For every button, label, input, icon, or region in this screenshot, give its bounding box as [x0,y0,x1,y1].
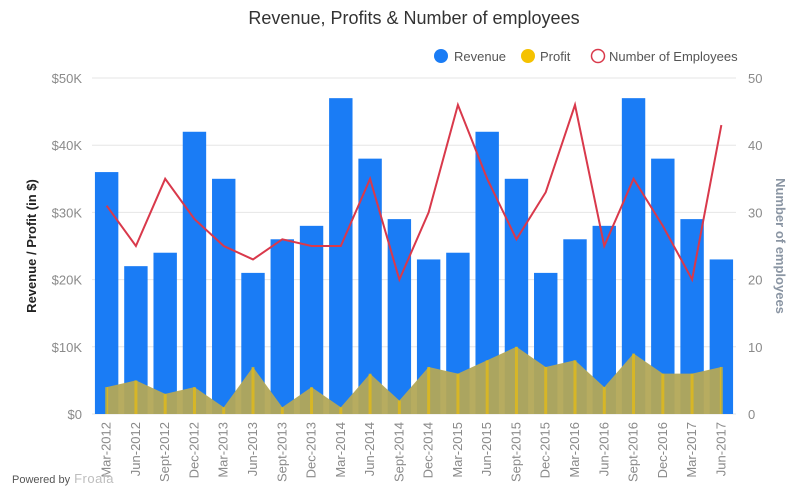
revenue-bar [270,239,294,414]
y-left-tick-label: $50K [52,71,83,86]
revenue-bar [592,225,616,414]
y-right-tick-label: 30 [748,205,762,220]
right-axis-ticks: 0 10 20 30 40 50 [748,71,762,422]
x-tick-label: Sept-2016 [626,422,641,482]
y-left-tick-label: $10K [52,340,83,355]
y-right-tick-label: 50 [748,71,762,86]
x-tick-label: Mar-2015 [450,422,465,478]
revenue-bar [153,252,177,414]
employees-line [105,101,723,283]
y-left-tick-label: $20K [52,273,83,288]
revenue-bar [329,98,353,414]
froala-logo[interactable]: Froala [74,471,114,486]
y-left-tick-label: $40K [52,138,83,153]
x-tick-label: Sept-2015 [508,422,523,482]
x-tick-label: Mar-2016 [567,422,582,478]
legend-employees-label: Number of Employees [609,49,738,64]
x-tick-label: Sept-2014 [391,422,406,482]
revenue-bar [182,131,207,414]
employees-line-path [105,101,723,283]
revenue-bar [475,131,499,414]
x-tick-label: Jun-2012 [128,422,143,476]
x-tick-label: Dec-2012 [186,422,201,478]
y-left-tick-label: $30K [52,205,83,220]
legend-employees-marker [590,48,606,64]
y-right-tick-label: 10 [748,340,762,355]
revenue-bar [299,225,324,414]
y-right-tick-label: 0 [748,407,755,422]
legend-item-profit[interactable]: Profit [521,49,571,64]
chart-title: Revenue, Profits & Number of employees [248,8,579,28]
left-axis-ticks: $0 $10K $20K $30K $40K $50K [52,71,83,422]
left-axis-title: Revenue / Profit (in $) [24,179,39,313]
revenue-bars [94,98,734,414]
x-tick-label: Jun-2017 [713,422,728,476]
revenue-bar [94,172,119,414]
x-tick-label: Jun-2015 [479,422,494,476]
revenue-bar [651,158,675,414]
x-tick-label: Sept-2012 [157,422,172,482]
revenue-bar [212,178,236,414]
legend-item-employees[interactable]: Number of Employees [590,48,739,64]
revenue-bar [621,98,646,414]
legend-profit-label: Profit [540,49,571,64]
x-tick-label: Mar-2013 [216,422,231,478]
x-axis-ticks: Mar-2012 Jun-2012 Sept-2012 Dec-2012 Mar-201… [99,422,729,482]
right-axis-title: Number of employees [773,178,788,314]
y-right-tick-label: 20 [748,273,762,288]
profit-area [105,346,723,414]
x-tick-label: Jun-2016 [596,422,611,476]
revenue-bar [124,266,148,414]
x-tick-label: Dec-2016 [655,422,670,478]
legend-profit-marker [521,49,535,63]
legend: Revenue Profit Number of Employees [434,48,739,64]
x-tick-label: Sept-2013 [274,422,289,482]
powered-by-text: Powered by [12,474,71,486]
footer: Powered by Froala [12,471,114,486]
x-tick-label: Dec-2014 [421,422,436,478]
y-left-tick-label: $0 [68,407,82,422]
x-tick-label: Dec-2013 [304,422,319,478]
y-right-tick-label: 40 [748,138,762,153]
x-tick-label: Jun-2014 [362,422,377,476]
legend-revenue-label: Revenue [454,49,506,64]
x-tick-label: Dec-2015 [538,422,553,478]
profit-area-fill [106,346,722,414]
legend-revenue-marker [434,49,448,63]
x-tick-label: Mar-2017 [684,422,699,478]
x-tick-label: Mar-2014 [333,422,348,478]
x-tick-label: Jun-2013 [245,422,260,476]
x-tick-label: Mar-2012 [99,422,114,478]
legend-item-revenue[interactable]: Revenue [434,49,506,64]
revenue-bar [358,158,382,414]
